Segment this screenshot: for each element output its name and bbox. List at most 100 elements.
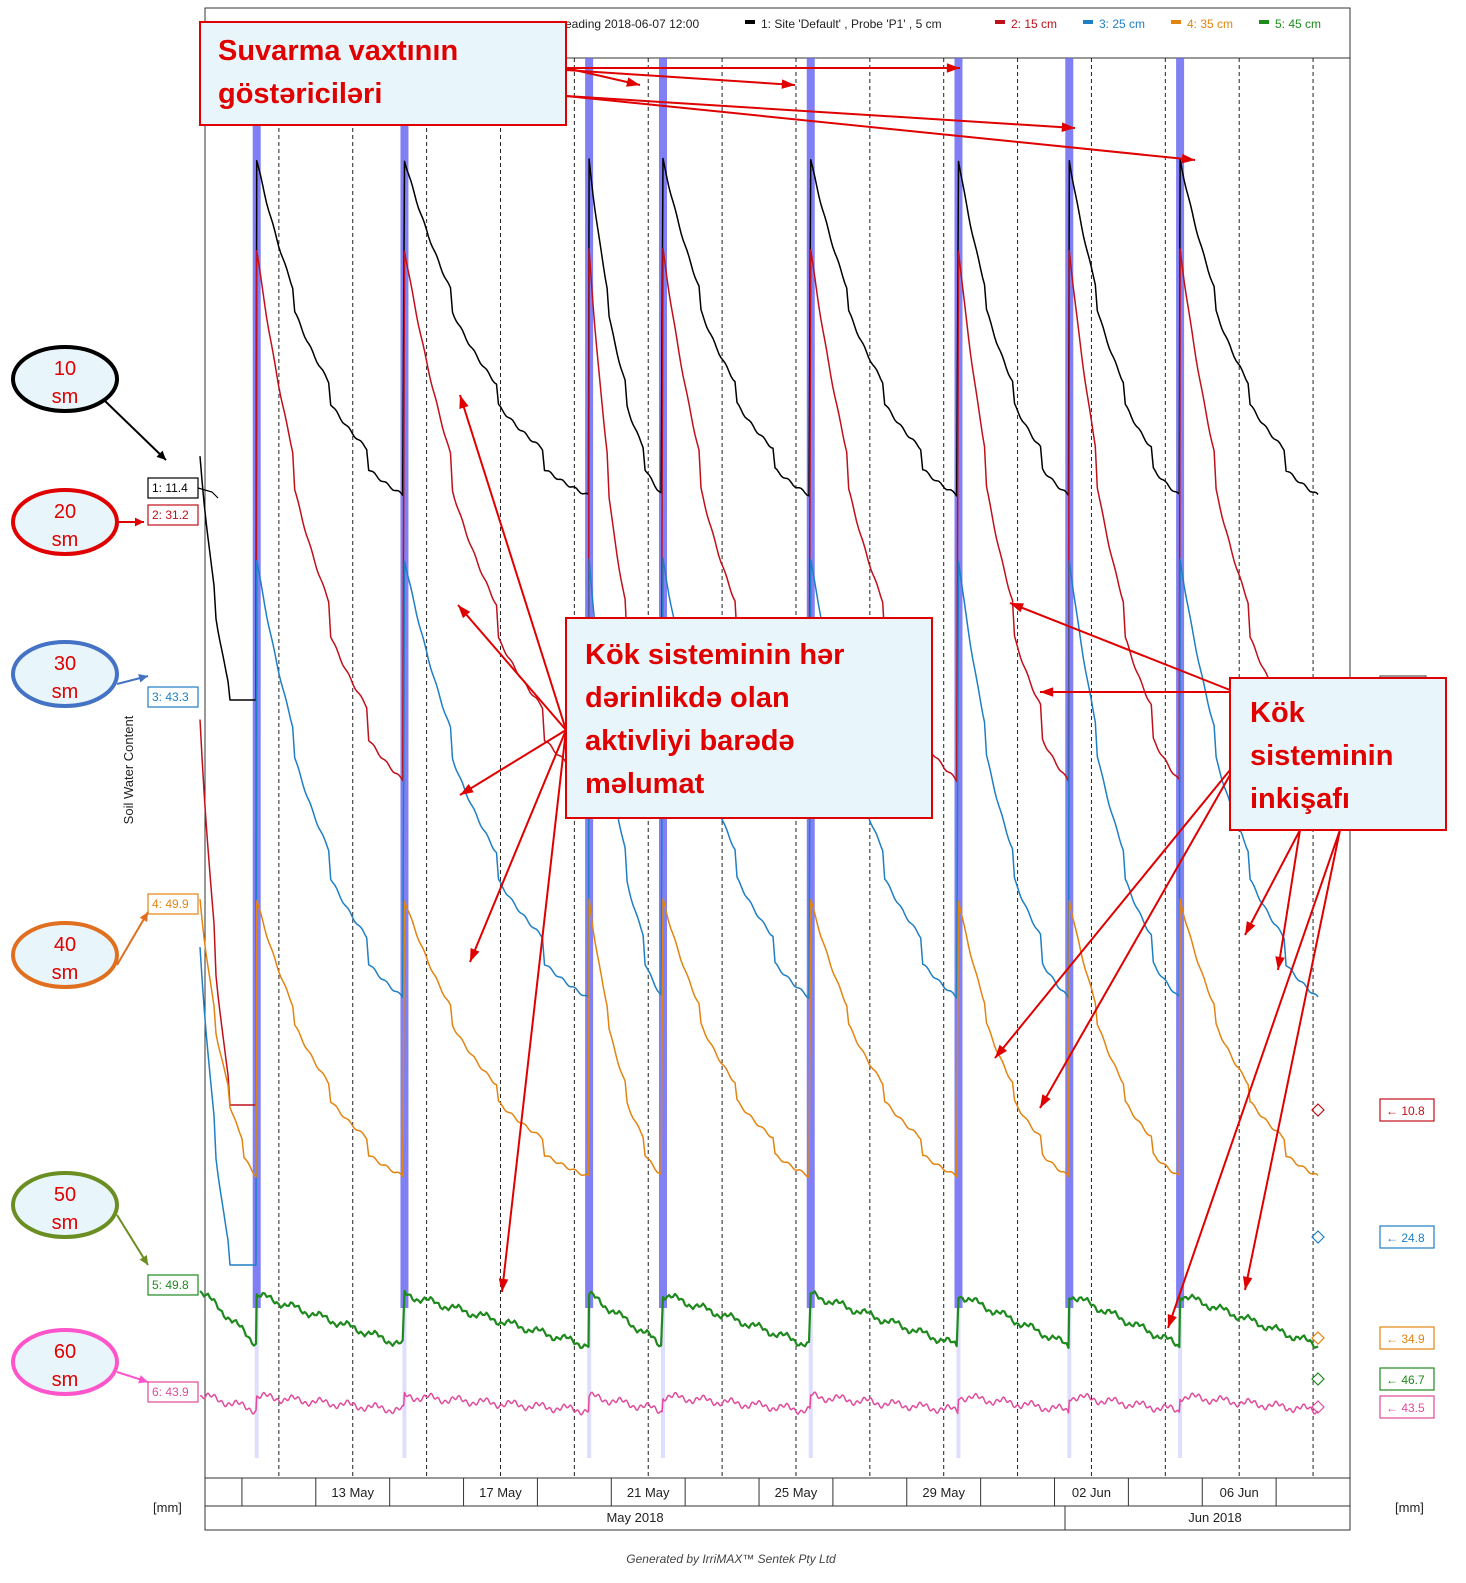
end-tag-6: ← 43.5 — [1386, 1401, 1425, 1415]
month-band — [204, 1505, 1351, 1531]
x-axis-band — [204, 1477, 1351, 1507]
series-lines — [199, 157, 1319, 1416]
callout-arrow — [459, 729, 567, 796]
depth-marker-arrowhead — [139, 1255, 148, 1265]
callout-arrow — [1039, 774, 1231, 1109]
callout-root-development-line1: Kök — [1250, 697, 1306, 729]
end-tag-2: ← 10.8 — [1386, 1104, 1425, 1118]
callout-arrowhead — [1167, 1314, 1177, 1328]
callout-arrow — [565, 95, 1076, 129]
callout-arrowhead — [458, 605, 471, 619]
month-label-may: May 2018 — [606, 1510, 663, 1525]
x-axis-ticks: 13 May 17 May 21 May 25 May 29 May 02 Jun 06 J… — [241, 1478, 1277, 1506]
depth-marker-value: 20 — [54, 501, 76, 523]
x-tick-label: 25 May — [775, 1485, 818, 1500]
callout-arrowhead — [1242, 1276, 1253, 1290]
callout-root-activity-line1: Kök sisteminin hər — [585, 639, 844, 671]
x-tick-label: 02 Jun — [1072, 1485, 1111, 1500]
callout-arrow — [459, 394, 567, 731]
end-marker — [1311, 1372, 1325, 1386]
depth-marker-unit: sm — [52, 386, 79, 408]
depth-marker-unit: sm — [52, 1369, 79, 1391]
depth-marker-arrowhead — [139, 912, 148, 922]
depth-marker-unit: sm — [52, 1212, 79, 1234]
callout-root-development-line3: inkişafı — [1250, 783, 1350, 815]
legend-swatch — [995, 20, 1005, 24]
legend-entry: 2: 15 cm — [1011, 17, 1057, 31]
start-tag-box — [147, 1381, 199, 1403]
callout-root-development-line2: sisteminin — [1250, 740, 1393, 772]
start-value-tags: 1: 11.4 2: 31.2 3: 43.3 4: 49.9 5: 49.8 6: 43… — [147, 477, 219, 1403]
legend-swatch — [1259, 20, 1269, 24]
end-marker — [1311, 1103, 1325, 1117]
start-tag-2: 2: 31.2 — [152, 508, 189, 522]
series-line-1 — [199, 157, 1319, 701]
x-tick-label: 21 May — [627, 1485, 670, 1500]
depth-marker-arrow — [104, 400, 167, 461]
callout-arrow — [1244, 829, 1301, 936]
end-value-tags: ← 10.8 ← 24.8 ← 34.9 ← 46.7 ← 43.5 — [1311, 675, 1435, 1419]
callout-root-activity: Kök sisteminin hər dərinlikdə olan aktiv… — [565, 617, 933, 819]
irrigation-bar-tail — [1178, 1308, 1183, 1458]
callout-arrowhead — [460, 784, 474, 795]
end-tag-box — [1379, 1367, 1435, 1391]
callout-arrow — [1244, 829, 1341, 1291]
irrigation-bar-tail — [1067, 1308, 1072, 1458]
x-tick-label: 13 May — [331, 1485, 374, 1500]
depth-marker-40 — [11, 921, 119, 989]
end-marker — [1311, 1400, 1325, 1414]
start-tag-box — [147, 504, 199, 526]
legend-swatch — [1083, 20, 1093, 24]
end-marker — [1311, 1331, 1325, 1345]
callout-arrow — [1167, 829, 1341, 1329]
y-unit-left: [mm] — [153, 1500, 182, 1515]
end-tag-3: ← 24.8 — [1386, 1231, 1425, 1245]
end-tag-5: ← 46.7 — [1386, 1373, 1425, 1387]
callout-irrigation-line1: Suvarma vaxtının — [218, 35, 458, 67]
callout-arrowhead — [1275, 956, 1285, 970]
callout-arrowhead — [459, 395, 469, 409]
legend-entry: 5: 45 cm — [1275, 17, 1321, 31]
depth-marker-unit: sm — [52, 529, 79, 551]
series-line-4 — [199, 897, 1319, 1178]
callout-arrowhead — [1040, 687, 1054, 697]
callout-root-activity-line3: aktivliyi barədə — [585, 725, 795, 757]
depth-marker-50 — [11, 1171, 119, 1239]
callout-arrowhead — [498, 1278, 509, 1292]
callout-arrow — [565, 95, 1196, 161]
start-tag-connector — [197, 487, 219, 499]
callout-irrigation-line2: göstəriciləri — [218, 78, 382, 110]
end-tag-box — [1379, 1098, 1435, 1122]
callout-root-activity-line2: dərinlikdə olan — [585, 682, 790, 714]
callout-arrow — [501, 729, 567, 1293]
end-tag-box — [1379, 1395, 1435, 1419]
depth-marker-value: 40 — [54, 934, 76, 956]
callout-arrow — [994, 769, 1231, 1059]
end-tag-box — [1379, 1225, 1435, 1249]
irrigation-bar-tail — [254, 1308, 259, 1458]
depth-marker-value: 60 — [54, 1341, 76, 1363]
depth-marker-arrowhead — [138, 1375, 148, 1384]
depth-markers: 10 sm 20 sm 30 sm 40 sm 50 sm 60 sm — [11, 345, 167, 1396]
series-line-5 — [199, 1289, 1319, 1350]
depth-marker-value: 10 — [54, 358, 76, 380]
callout-irrigation: Suvarma vaxtının göstəriciləri — [199, 21, 567, 126]
callout-arrowhead — [946, 63, 960, 73]
end-tag-4: ← 34.9 — [1386, 1332, 1425, 1346]
month-label-jun: Jun 2018 — [1188, 1510, 1242, 1525]
callout-arrow — [1277, 829, 1301, 971]
depth-marker-arrowhead — [138, 674, 148, 683]
callout-arrowhead — [995, 1044, 1008, 1058]
depth-marker-unit: sm — [52, 962, 79, 984]
callout-arrows — [457, 63, 1341, 1329]
x-tick-label: 17 May — [479, 1485, 522, 1500]
start-tag-1: 1: 11.4 — [152, 481, 188, 495]
start-tag-6: 6: 43.9 — [152, 1385, 189, 1399]
callout-arrowhead — [1010, 603, 1024, 613]
start-tag-5: 5: 49.8 — [152, 1278, 189, 1292]
legend-swatch — [1171, 20, 1181, 24]
depth-marker-unit: sm — [52, 681, 79, 703]
irrigation-bar-tail — [402, 1308, 407, 1458]
callout-arrow — [565, 69, 796, 86]
